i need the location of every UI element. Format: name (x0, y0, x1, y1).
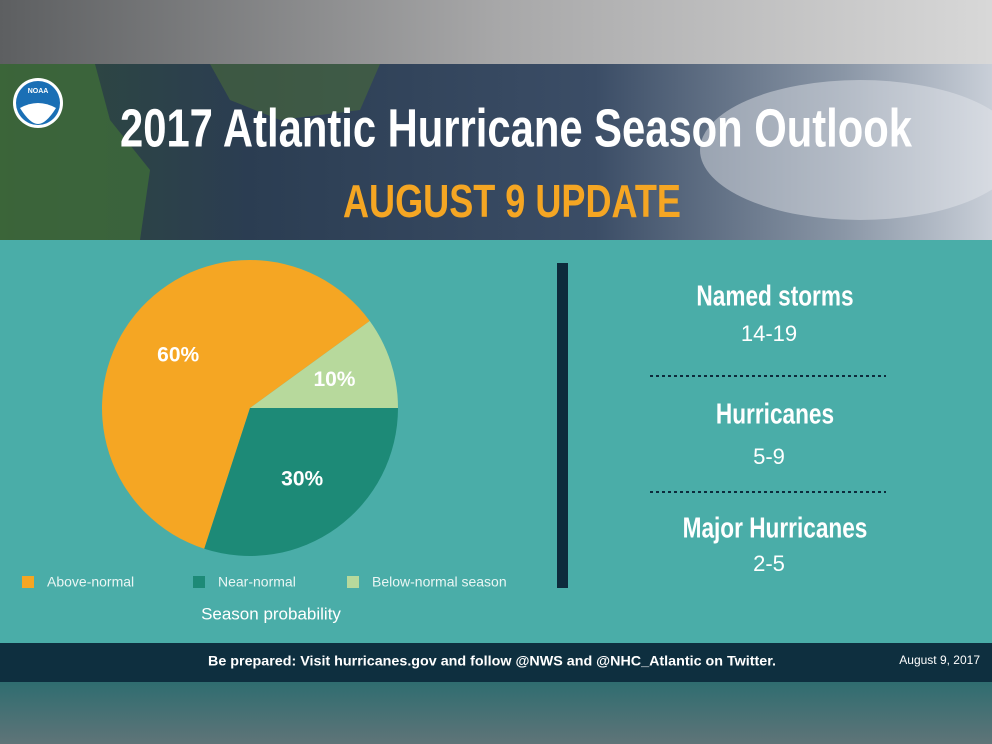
footer-band (0, 643, 992, 682)
stat-range: 14-19 (741, 321, 797, 346)
value-label: 60% (157, 343, 199, 366)
legend: Above-normal Near-normal Below-normal seas… (22, 574, 507, 590)
stat-label: Hurricanes (716, 397, 834, 430)
top-band (0, 0, 992, 64)
legend-swatch (347, 576, 359, 588)
pie-slice (102, 260, 370, 549)
bottom-band (0, 682, 992, 744)
stat-label: Named storms (696, 279, 853, 312)
value-label: 10% (313, 368, 355, 391)
divider (557, 263, 568, 588)
pie-slice (204, 408, 398, 556)
clouds (700, 80, 992, 220)
legend-label: Below-normal season (372, 574, 507, 590)
footer-date: August 9, 2017 (899, 653, 980, 667)
subtitle: AUGUST 9 UPDATE (343, 175, 681, 227)
stat-range: 2-5 (753, 551, 785, 576)
stats: Named storms 14-19 Hurricanes 5-9 Major Hurr… (650, 279, 886, 576)
logo-text: NOAA (28, 88, 49, 95)
land (210, 64, 380, 120)
stat-range: 5-9 (753, 444, 785, 469)
header-background (0, 64, 992, 240)
title: 2017 Atlantic Hurricane Season Outlook (120, 98, 913, 158)
legend-swatch (22, 576, 34, 588)
footer-text: Be prepared: Visit hurricanes.gov and fo… (208, 653, 776, 669)
pie-slice (250, 321, 398, 408)
logo-wave (20, 103, 56, 124)
caption: Season probability (201, 604, 341, 623)
value-label: 30% (281, 467, 323, 490)
legend-label: Near-normal (218, 574, 296, 590)
legend-swatch (193, 576, 205, 588)
legend-label: Above-normal (47, 574, 134, 590)
stat-label: Major Hurricanes (683, 511, 868, 544)
pie: 60% 30% 10% (102, 260, 398, 556)
